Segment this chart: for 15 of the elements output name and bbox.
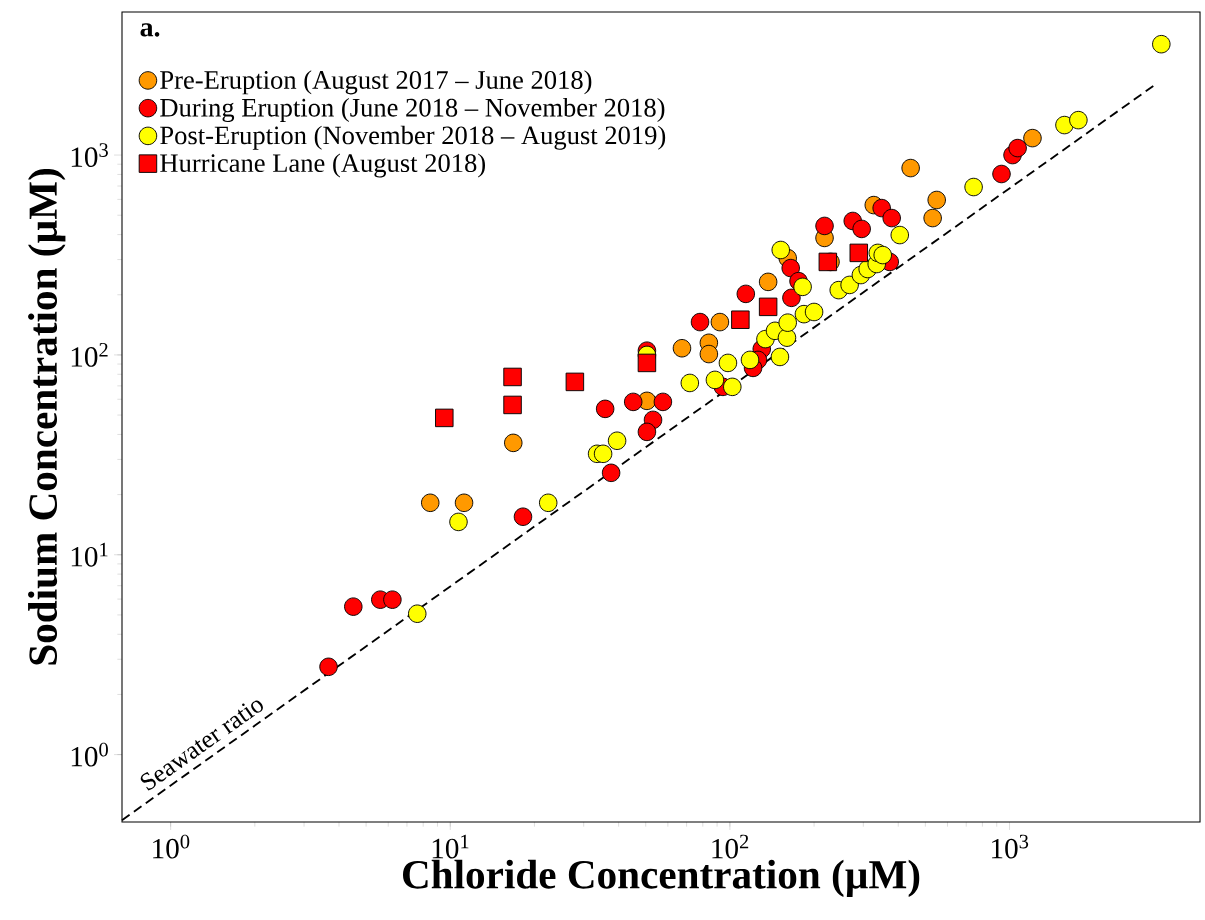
x-tick-label: 10$^{2}$ [712, 834, 749, 859]
annotation: a. [140, 23, 160, 37]
x-axis-title: Chloride Concentration (µM) [402, 859, 920, 898]
legend-label: Pre-Eruption (August 2017 – June 2018) [160, 70, 592, 95]
y-tick-label: 10$^{3}$ [71, 143, 108, 167]
legend-label: Hurricane Lane (August 2018) [160, 153, 486, 178]
legend-label: During Eruption (June 2018 – November 2018) [160, 97, 665, 123]
x-tick-label: 10$^{1}$ [432, 834, 469, 859]
y-axis-title: Sodium Concentration (µM) [28, 169, 66, 665]
y-tick-label: 10$^{2}$ [71, 343, 108, 367]
x-tick-label: 10$^{3}$ [992, 834, 1029, 859]
y-tick-label: 10$^{1}$ [71, 542, 108, 567]
legend-label: Post-Eruption (November 2018 – August 2019) [160, 125, 666, 150]
x-tick-label: 10$^{0}$ [153, 834, 190, 859]
y-tick-label: 10$^{0}$ [71, 742, 108, 767]
